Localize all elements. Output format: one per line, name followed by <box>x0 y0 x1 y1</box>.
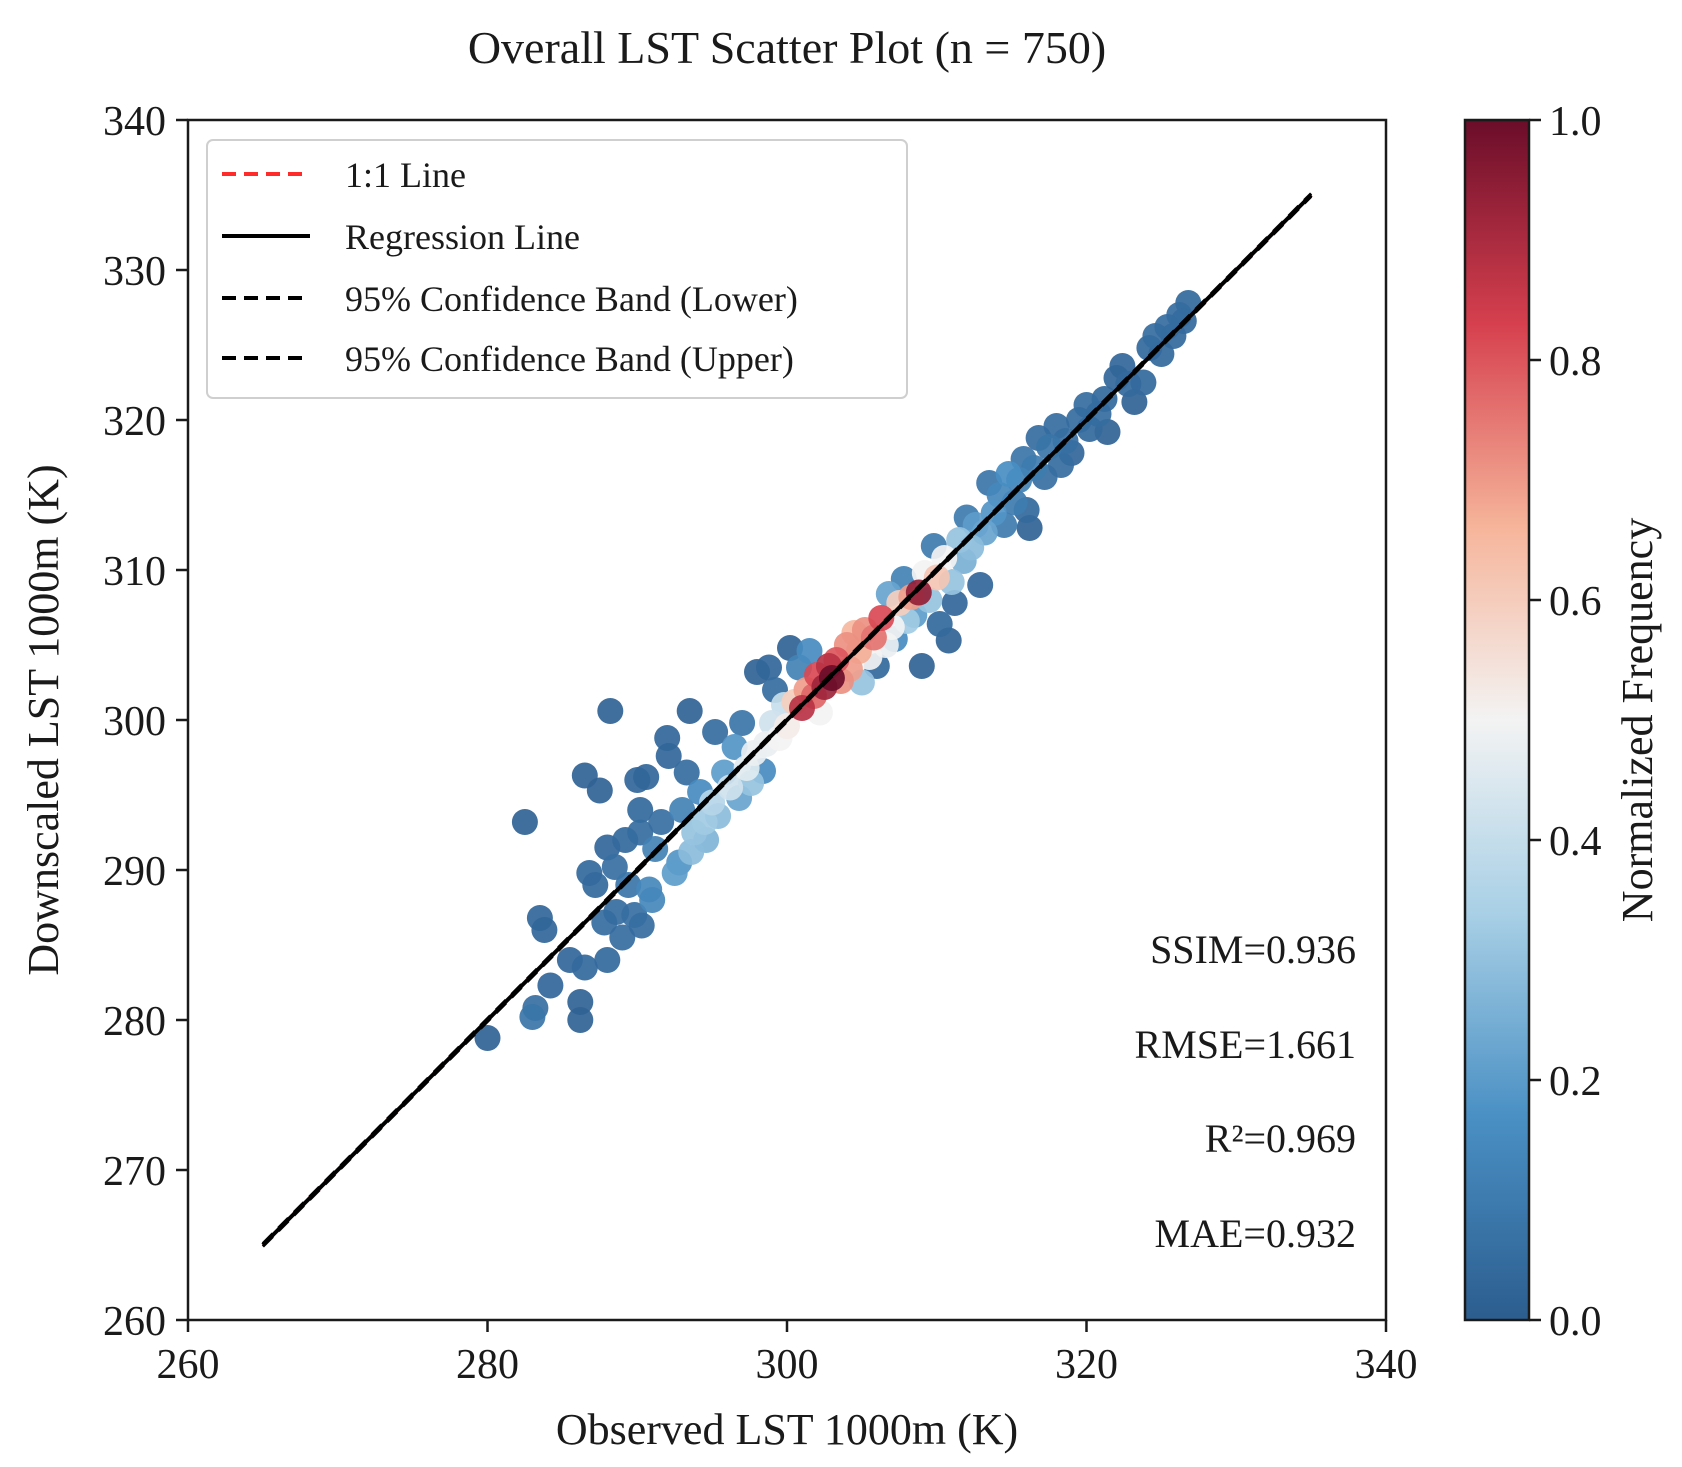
x-tick-label: 260 <box>157 1342 220 1388</box>
scatter-point <box>702 719 729 745</box>
x-tick-label: 280 <box>456 1342 519 1388</box>
legend-label-regression: Regression Line <box>345 217 580 257</box>
scatter-point <box>627 819 654 846</box>
x-axis-label: Observed LST 1000m (K) <box>556 1405 1018 1454</box>
legend-label-band-upper: 95% Confidence Band (Upper) <box>345 339 794 379</box>
metric-r2: R²=0.969 <box>1205 1116 1356 1161</box>
scatter-point <box>582 872 609 898</box>
colorbar-tick-label: 0.4 <box>1549 819 1602 865</box>
scatter-point <box>519 1004 546 1030</box>
y-tick-label: 280 <box>103 999 166 1045</box>
y-tick-label: 340 <box>103 99 166 145</box>
x-axis-ticks: 260 280 300 320 340 <box>157 1320 1418 1388</box>
scatter-point <box>777 635 803 661</box>
colorbar-tick-label: 0.2 <box>1549 1059 1602 1105</box>
y-tick-label: 330 <box>103 249 166 295</box>
scatter-point <box>678 839 705 865</box>
metrics: SSIM=0.936 RMSE=1.661 R²=0.969 MAE=0.932 <box>1135 927 1356 1256</box>
scatter-point <box>531 917 558 943</box>
scatter-point <box>567 1007 594 1033</box>
regression-line <box>261 193 1313 1247</box>
colorbar-tick-label: 0.6 <box>1549 579 1602 625</box>
scatter-point <box>537 972 564 999</box>
scatter-point <box>756 654 782 681</box>
colorbar-gradient <box>1463 118 1531 1322</box>
scatter-point <box>601 854 628 880</box>
colorbar-ticks: 0.0 0.2 0.4 0.6 0.8 1.0 <box>1529 99 1602 1345</box>
scatter-point <box>633 764 660 790</box>
scatter-point <box>967 572 994 598</box>
scatter-point <box>627 797 654 823</box>
scatter-point <box>908 653 935 679</box>
colorbar-tick-label: 0.8 <box>1549 339 1602 385</box>
scatter-point <box>676 698 703 724</box>
scatter-point <box>594 947 621 973</box>
scatter-point <box>474 1025 501 1051</box>
scatter-point <box>571 954 598 981</box>
scatter-point <box>567 989 594 1015</box>
scatter-point <box>995 461 1022 487</box>
scatter-point <box>926 611 953 637</box>
scatter-point <box>1085 401 1112 427</box>
scatter-point <box>796 638 823 664</box>
y-tick-label: 290 <box>103 849 166 895</box>
scatter-point <box>661 860 688 886</box>
metric-mae: MAE=0.932 <box>1155 1211 1356 1256</box>
metric-ssim: SSIM=0.936 <box>1150 927 1356 972</box>
scatter-point <box>905 579 932 606</box>
scatter-point <box>691 809 718 835</box>
reference-lines <box>261 192 1313 1248</box>
chart-title: Overall LST Scatter Plot (n = 750) <box>468 22 1106 73</box>
scatter-point <box>655 743 682 769</box>
scatter-point <box>511 809 538 835</box>
y-tick-label: 310 <box>103 549 166 595</box>
scatter-point <box>597 698 624 724</box>
x-tick-label: 300 <box>756 1342 819 1388</box>
scatter-point <box>923 564 950 591</box>
scatter-point <box>729 710 756 736</box>
scatter-point <box>586 777 613 804</box>
x-tick-label: 340 <box>1355 1342 1418 1388</box>
colorbar: 0.0 0.2 0.4 0.6 0.8 1.0 Normalized Frequency <box>1463 99 1662 1345</box>
scatter-point <box>860 624 887 651</box>
y-axis-label: Downscaled LST 1000m (K) <box>19 464 68 975</box>
legend-box <box>206 139 908 399</box>
scatter-point <box>946 527 973 553</box>
scatter-point <box>1130 369 1157 396</box>
scatter-point <box>615 872 642 898</box>
y-axis-ticks: 260 270 280 290 300 310 320 330 340 <box>103 99 188 1345</box>
scatter-point <box>699 789 726 816</box>
x-tick-label: 320 <box>1055 1342 1118 1388</box>
scatter-point <box>673 759 700 786</box>
scatter-point <box>609 924 636 951</box>
y-tick-label: 260 <box>103 1299 166 1345</box>
legend: 1:1 Line Regression Line 95% Confidence … <box>206 139 908 399</box>
colorbar-tick-label: 0.0 <box>1549 1299 1602 1345</box>
scatter-point <box>941 590 968 616</box>
y-tick-label: 300 <box>103 699 166 745</box>
scatter-point <box>621 902 648 928</box>
legend-label-one-to-one: 1:1 Line <box>345 155 466 195</box>
scatter-point <box>721 734 748 760</box>
colorbar-label: Normalized Frequency <box>1613 518 1662 922</box>
metric-rmse: RMSE=1.661 <box>1135 1022 1356 1067</box>
y-tick-label: 320 <box>103 399 166 445</box>
scatter-point <box>868 605 895 631</box>
legend-label-band-lower: 95% Confidence Band (Lower) <box>345 279 798 319</box>
scatter-point <box>774 713 800 739</box>
colorbar-tick-label: 1.0 <box>1549 99 1602 145</box>
y-tick-label: 270 <box>103 1149 166 1195</box>
scatter-point <box>931 545 958 571</box>
scatter-point <box>639 887 666 913</box>
scatter-point <box>648 809 675 835</box>
